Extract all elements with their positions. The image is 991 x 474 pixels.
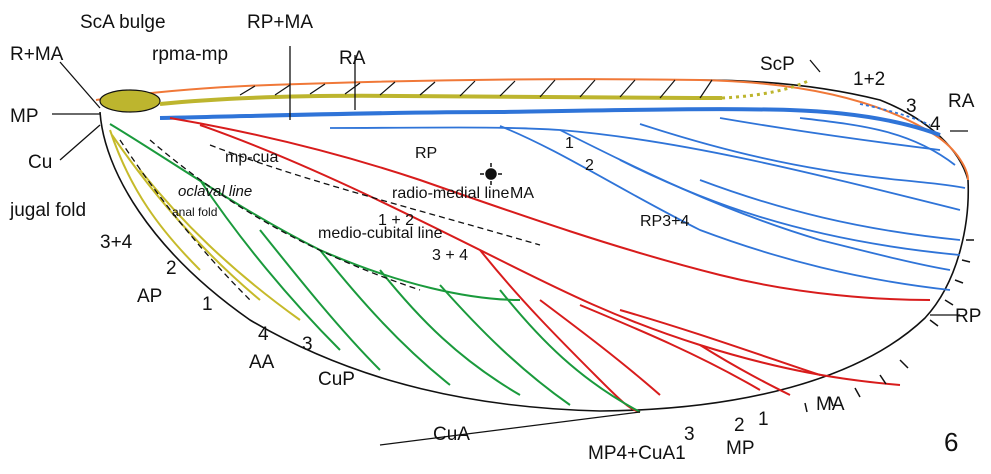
label-two-mp: 2 — [734, 415, 745, 436]
margin-ticks — [804, 239, 974, 413]
label-ma-inner: MA — [510, 185, 534, 202]
leader-lines — [52, 46, 968, 446]
label-r-ma: R+MA — [10, 44, 64, 65]
label-anal-fold: anal fold — [172, 205, 217, 219]
label-jugal-fold: jugal fold — [9, 200, 86, 221]
label-rp-right: RP — [955, 306, 981, 327]
label-one-mp: 1 — [758, 409, 769, 430]
label-three-bottom: 3 — [302, 334, 313, 355]
sca-bulge — [99, 89, 161, 113]
label-three-right: 3 — [906, 96, 917, 117]
label-scp: ScP — [760, 54, 795, 75]
radius-anterior-vein — [159, 107, 941, 137]
label-rp3-4: RP3+4 — [640, 213, 689, 230]
label-oclaval-line: oclaval line — [178, 183, 252, 200]
label-cua: CuA — [433, 424, 470, 445]
fold-lines — [119, 139, 541, 301]
label-aa: AA — [249, 352, 275, 373]
label-one-inner: 1 — [565, 135, 574, 152]
costal-crossveins — [239, 79, 713, 99]
label-radio-medial-line: radio-medial line — [392, 185, 509, 202]
subcostal-dotted — [721, 78, 811, 100]
cubital-veins — [109, 123, 641, 413]
label-one-plus-two-top: 1+2 — [853, 69, 885, 90]
anal-veins — [109, 129, 301, 321]
label-three-plus-four-inner: 3 + 4 — [432, 247, 468, 264]
label-one-left: 1 — [202, 294, 213, 315]
label-mp-bottom: MP — [726, 438, 755, 459]
label-mp4-cua1: MP4+CuA1 — [588, 443, 686, 464]
label-rpma-mp: rpma-mp — [152, 44, 228, 65]
sun-icon — [480, 163, 502, 185]
label-four-right: 4 — [930, 114, 941, 135]
figure-number: 6 — [944, 427, 958, 457]
label-rp-inner: RP — [415, 145, 437, 162]
label-two-inner: 2 — [585, 157, 594, 174]
label-cu: Cu — [28, 152, 52, 173]
medial-veins — [169, 117, 931, 413]
label-three-plus-four-left: 3+4 — [100, 232, 133, 253]
label-four-bottom: 4 — [258, 324, 269, 345]
label-rp-ma: RP+MA — [247, 12, 313, 33]
label-sca-bulge: ScA bulge — [80, 12, 166, 33]
label-cup: CuP — [318, 369, 355, 390]
label-ap: AP — [137, 286, 162, 307]
label-three-mp: 3 — [684, 424, 695, 445]
radial-branches — [329, 103, 966, 291]
label-one-plus-two-inner: 1 + 2 — [378, 212, 414, 229]
label-medio-cubital-line: medio-cubital line — [318, 225, 443, 242]
label-mp-left: MP — [10, 106, 39, 127]
label-ra-right: RA — [948, 91, 975, 112]
label-two-left: 2 — [166, 258, 177, 279]
label-ra-top: RA — [339, 48, 366, 69]
label-mp-cua: mp-cua — [225, 149, 278, 166]
label-ma-bottom: MA — [816, 394, 845, 415]
subcostal-vein — [159, 93, 723, 106]
wing-outline — [99, 79, 970, 412]
